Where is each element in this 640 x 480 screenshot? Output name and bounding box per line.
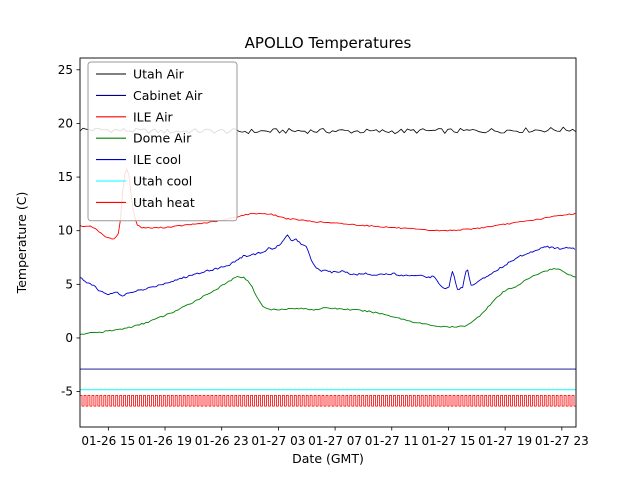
series-ile-air xyxy=(80,168,576,240)
y-tick-label: 10 xyxy=(58,224,73,238)
legend-item-cabinet-air: Cabinet Air xyxy=(96,88,203,103)
series-utah-heat xyxy=(80,395,576,407)
plot-border xyxy=(79,57,577,428)
x-tick-label: 01-26 19 xyxy=(138,434,192,448)
y-tick-label: 0 xyxy=(65,331,73,345)
series-ile-cool xyxy=(80,234,576,297)
legend-label: Utah Air xyxy=(133,67,185,82)
x-tick-label: 01-27 15 xyxy=(421,434,475,448)
y-tick-label: -5 xyxy=(61,385,73,399)
y-tick-label: 20 xyxy=(58,116,73,130)
chart-title: APOLLO Temperatures xyxy=(245,34,412,52)
x-tick-label: 01-26 23 xyxy=(195,434,249,448)
series-dome-air xyxy=(80,268,576,335)
y-tick-label: 15 xyxy=(58,170,73,184)
legend-item-utah-heat: Utah heat xyxy=(96,195,195,210)
x-tick-label: 01-27 11 xyxy=(365,434,419,448)
y-tick-label: 5 xyxy=(65,277,73,291)
legend-label: Utah cool xyxy=(133,174,192,189)
legend-label: Utah heat xyxy=(133,195,195,210)
x-tick-label: 01-27 19 xyxy=(478,434,532,448)
x-tick-label: 01-27 07 xyxy=(308,434,362,448)
legend-item-utah-air: Utah Air xyxy=(96,67,185,82)
legend-label: Dome Air xyxy=(133,131,192,146)
legend-item-utah-cool: Utah cool xyxy=(96,174,192,189)
y-tick-label: 25 xyxy=(58,63,73,77)
x-tick-label: 01-27 03 xyxy=(251,434,305,448)
legend-label: ILE Air xyxy=(133,109,174,124)
legend-item-ile-cool: ILE cool xyxy=(96,152,181,167)
legend-label: ILE cool xyxy=(133,152,181,167)
legend: Utah Air Cabinet Air ILE Air Dome Air ILE co… xyxy=(87,61,238,222)
legend-item-dome-air: Dome Air xyxy=(96,131,192,146)
plot-area xyxy=(80,126,576,407)
x-axis-label: Date (GMT) xyxy=(292,451,364,466)
legend-item-ile-air: ILE Air xyxy=(96,109,174,124)
legend-label: Cabinet Air xyxy=(133,88,203,103)
y-axis-label: Temperature (C) xyxy=(14,192,29,295)
x-tick-label: 01-26 15 xyxy=(81,434,135,448)
x-tick-label: 01-27 23 xyxy=(535,434,589,448)
